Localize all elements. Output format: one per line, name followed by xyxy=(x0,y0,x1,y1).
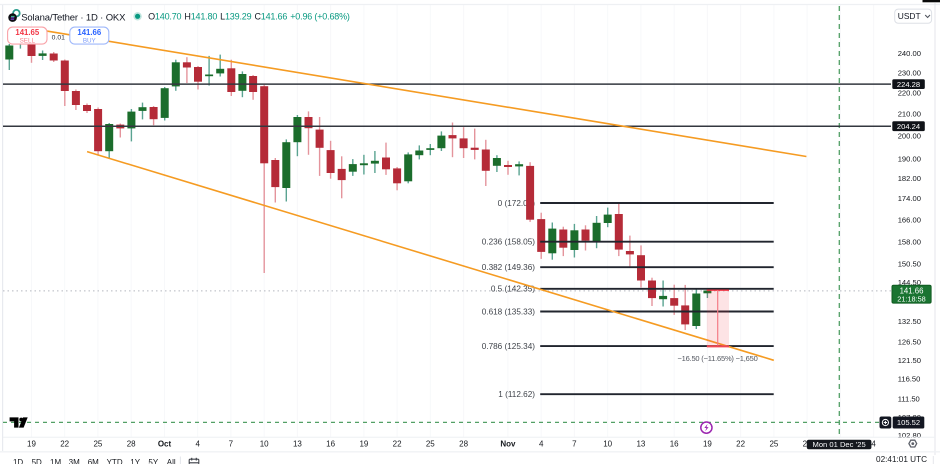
svg-text:4: 4 xyxy=(871,439,876,448)
svg-text:02:41:01 UTC: 02:41:01 UTC xyxy=(876,455,927,464)
svg-text:102.80: 102.80 xyxy=(898,431,921,440)
svg-text:22: 22 xyxy=(736,439,745,448)
svg-text:126.50: 126.50 xyxy=(898,338,921,347)
svg-text:174.00: 174.00 xyxy=(898,194,921,203)
svg-text:Solana/Tether · 1D · OKX: Solana/Tether · 1D · OKX xyxy=(21,12,126,23)
svg-text:28: 28 xyxy=(127,439,136,448)
svg-text:190.00: 190.00 xyxy=(898,155,921,164)
svg-text:22: 22 xyxy=(393,439,402,448)
svg-text:166.00: 166.00 xyxy=(898,215,921,224)
svg-text:4: 4 xyxy=(195,439,200,448)
svg-text:240.00: 240.00 xyxy=(898,49,921,58)
svg-text:Mon 01 Dec ’25: Mon 01 Dec ’25 xyxy=(813,440,866,449)
svg-text:0.618 (135.33): 0.618 (135.33) xyxy=(482,307,536,316)
svg-text:0.786 (125.34): 0.786 (125.34) xyxy=(482,342,536,351)
svg-text:16: 16 xyxy=(670,439,679,448)
svg-text:158.00: 158.00 xyxy=(898,238,921,247)
svg-text:−16.50 (−11.65%) −1,650: −16.50 (−11.65%) −1,650 xyxy=(677,354,757,363)
svg-text:204.24: 204.24 xyxy=(897,122,920,131)
svg-text:116.50: 116.50 xyxy=(898,375,921,384)
svg-text:141.65: 141.65 xyxy=(15,28,40,37)
svg-text:USDT: USDT xyxy=(898,11,921,21)
svg-text:16: 16 xyxy=(326,439,335,448)
svg-text:13: 13 xyxy=(636,439,645,448)
svg-text:25: 25 xyxy=(769,439,778,448)
svg-text:Oct: Oct xyxy=(158,439,172,448)
svg-text:6M: 6M xyxy=(88,458,99,464)
svg-text:10: 10 xyxy=(260,439,269,448)
svg-text:19: 19 xyxy=(27,439,36,448)
svg-text:141.66: 141.66 xyxy=(900,286,924,295)
svg-text:0.236 (158.05): 0.236 (158.05) xyxy=(482,238,536,247)
svg-text:1M: 1M xyxy=(50,458,61,464)
svg-text:0.01: 0.01 xyxy=(52,34,65,41)
svg-text:3M: 3M xyxy=(69,458,80,464)
svg-text:7: 7 xyxy=(229,439,234,448)
svg-text:0 (172.08): 0 (172.08) xyxy=(498,199,536,208)
svg-text:SELL: SELL xyxy=(20,37,36,44)
svg-text:0.5 (142.35): 0.5 (142.35) xyxy=(491,285,535,294)
svg-text:144.50: 144.50 xyxy=(898,278,921,287)
svg-text:182.00: 182.00 xyxy=(898,174,921,183)
svg-text:10: 10 xyxy=(603,439,612,448)
svg-text:132.50: 132.50 xyxy=(898,317,921,326)
svg-text:220.00: 220.00 xyxy=(898,89,921,98)
svg-text:5D: 5D xyxy=(32,458,42,464)
svg-text:230.00: 230.00 xyxy=(898,69,921,78)
svg-text:121.50: 121.50 xyxy=(898,356,921,365)
svg-text:21:18:58: 21:18:58 xyxy=(897,294,925,303)
svg-text:1Y: 1Y xyxy=(130,458,140,464)
svg-text:111.50: 111.50 xyxy=(898,394,920,403)
svg-text:141.66: 141.66 xyxy=(77,28,102,37)
svg-text:200.00: 200.00 xyxy=(898,132,921,141)
svg-text:13: 13 xyxy=(293,439,302,448)
svg-text:0.382 (149.36): 0.382 (149.36) xyxy=(482,263,536,272)
svg-text:210.00: 210.00 xyxy=(898,110,921,119)
svg-text:22: 22 xyxy=(60,439,69,448)
svg-text:19: 19 xyxy=(359,439,368,448)
svg-text:25: 25 xyxy=(93,439,102,448)
svg-text:19: 19 xyxy=(703,439,712,448)
svg-text:Nov: Nov xyxy=(500,439,516,448)
svg-text:1 (112.62): 1 (112.62) xyxy=(498,390,535,399)
svg-text:All: All xyxy=(167,458,176,464)
svg-text:BUY: BUY xyxy=(83,37,97,44)
svg-text:105.52: 105.52 xyxy=(897,418,920,427)
svg-text:7: 7 xyxy=(572,439,577,448)
svg-text:YTD: YTD xyxy=(107,458,123,464)
svg-text:5Y: 5Y xyxy=(148,458,158,464)
svg-text:1D: 1D xyxy=(13,458,23,464)
svg-text:28: 28 xyxy=(459,439,468,448)
svg-text:25: 25 xyxy=(426,439,435,448)
svg-text:224.28: 224.28 xyxy=(897,80,920,89)
svg-text:150.50: 150.50 xyxy=(898,260,921,269)
svg-text:4: 4 xyxy=(539,439,544,448)
